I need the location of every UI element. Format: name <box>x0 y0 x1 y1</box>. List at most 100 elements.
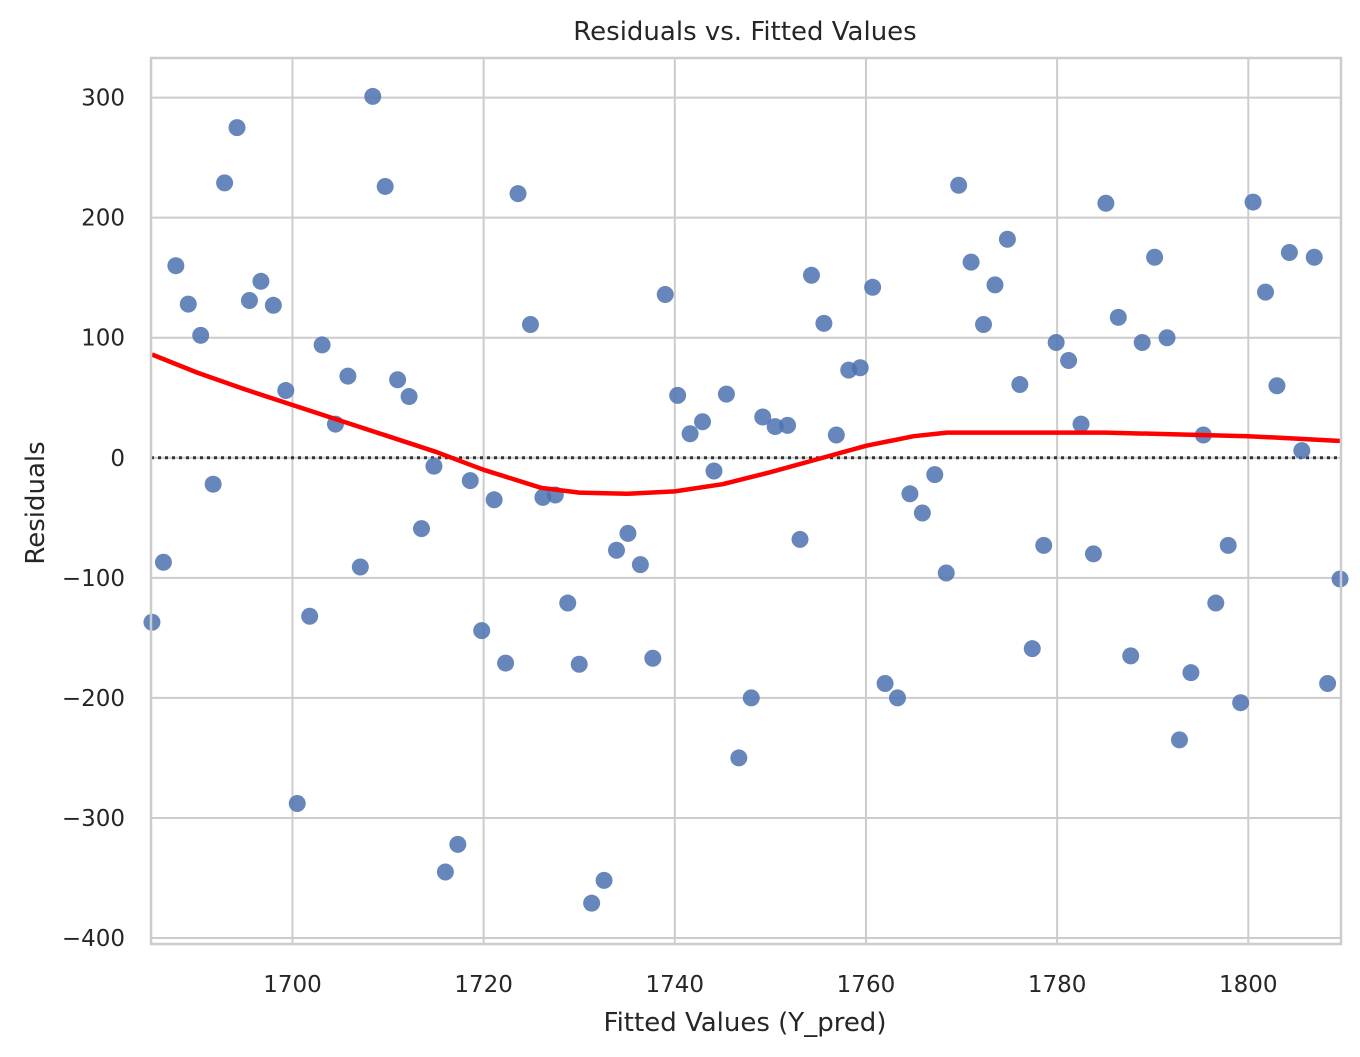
data-point <box>1280 243 1298 261</box>
data-point <box>521 316 539 334</box>
data-point <box>998 230 1016 248</box>
x-tick-label: 1760 <box>837 972 896 998</box>
data-point <box>1035 536 1053 554</box>
data-point <box>681 425 699 443</box>
data-point <box>240 292 258 310</box>
data-point <box>288 795 306 813</box>
data-point <box>694 413 712 431</box>
y-tick-label: 0 <box>110 446 125 472</box>
data-point <box>1256 283 1274 301</box>
x-axis-title: Fitted Values (Y_pred) <box>604 1008 887 1038</box>
data-point <box>802 266 820 284</box>
data-point <box>167 257 185 275</box>
data-point <box>1232 694 1250 712</box>
data-point <box>252 272 270 290</box>
data-point <box>570 655 588 673</box>
data-point <box>864 278 882 296</box>
data-point <box>619 524 637 542</box>
data-point <box>1268 377 1286 395</box>
y-tick-label: −300 <box>62 806 125 832</box>
data-point <box>228 119 246 137</box>
data-point <box>827 426 845 444</box>
data-point <box>717 385 735 403</box>
grid-lines <box>151 58 1341 944</box>
data-point <box>937 564 955 582</box>
data-point <box>461 472 479 490</box>
data-point <box>815 314 833 332</box>
data-point <box>1219 536 1237 554</box>
data-point <box>851 359 869 377</box>
data-point <box>1122 647 1140 665</box>
data-point <box>669 386 687 404</box>
y-tick-label: 300 <box>81 86 125 112</box>
data-point <box>791 530 809 548</box>
x-tick-label: 1780 <box>1028 972 1087 998</box>
data-point <box>339 367 357 385</box>
data-point <box>913 504 931 522</box>
y-tick-label: 200 <box>81 206 125 232</box>
data-point <box>631 556 649 574</box>
data-point <box>742 689 760 707</box>
data-point <box>1097 194 1115 212</box>
data-point <box>264 296 282 314</box>
data-point <box>389 371 407 389</box>
data-point <box>730 749 748 767</box>
data-point <box>364 87 382 105</box>
data-point <box>485 491 503 509</box>
data-point <box>1011 376 1029 394</box>
data-point <box>754 408 772 426</box>
x-tick-label: 1720 <box>454 972 513 998</box>
data-point <box>1170 731 1188 749</box>
data-point <box>509 185 527 203</box>
chart-title: Residuals vs. Fitted Values <box>573 17 916 47</box>
scatter-points <box>143 87 1349 912</box>
data-point <box>1133 334 1151 352</box>
x-tick-label: 1800 <box>1219 972 1278 998</box>
data-point <box>644 649 662 667</box>
data-point <box>1072 415 1090 433</box>
plot-frame <box>149 56 1343 946</box>
y-tick-label: 100 <box>81 326 125 352</box>
y-tick-label: −400 <box>62 926 125 952</box>
data-point <box>766 418 784 436</box>
data-point <box>1158 329 1176 347</box>
data-point <box>1319 674 1337 692</box>
data-point <box>277 382 295 400</box>
data-point <box>1207 594 1225 612</box>
data-point <box>1109 308 1127 326</box>
data-point <box>1023 640 1041 658</box>
data-point <box>204 475 222 493</box>
data-point <box>473 622 491 640</box>
data-point <box>595 871 613 889</box>
data-point <box>1047 334 1065 352</box>
data-point <box>1146 248 1164 266</box>
data-point <box>425 457 443 475</box>
lowess-smooth-line <box>151 352 1342 497</box>
data-point <box>583 894 601 912</box>
data-point <box>497 654 515 672</box>
data-point <box>876 674 894 692</box>
data-point <box>154 553 172 571</box>
data-point <box>1244 193 1262 211</box>
data-point <box>351 558 369 576</box>
data-point <box>179 295 197 313</box>
data-point <box>1084 545 1102 563</box>
data-point <box>376 177 394 195</box>
data-point <box>400 388 418 406</box>
x-tick-label: 1700 <box>263 972 322 998</box>
data-point <box>962 253 980 271</box>
data-point <box>1305 248 1323 266</box>
data-point <box>449 835 467 853</box>
data-point <box>192 326 210 344</box>
data-point <box>901 485 919 503</box>
data-point <box>926 466 944 484</box>
x-tick-label: 1740 <box>646 972 705 998</box>
data-point <box>888 689 906 707</box>
data-point <box>1182 664 1200 682</box>
data-point <box>975 316 993 334</box>
data-point <box>607 541 625 559</box>
data-point <box>950 176 968 194</box>
data-point <box>1060 352 1078 370</box>
data-point <box>412 520 430 538</box>
